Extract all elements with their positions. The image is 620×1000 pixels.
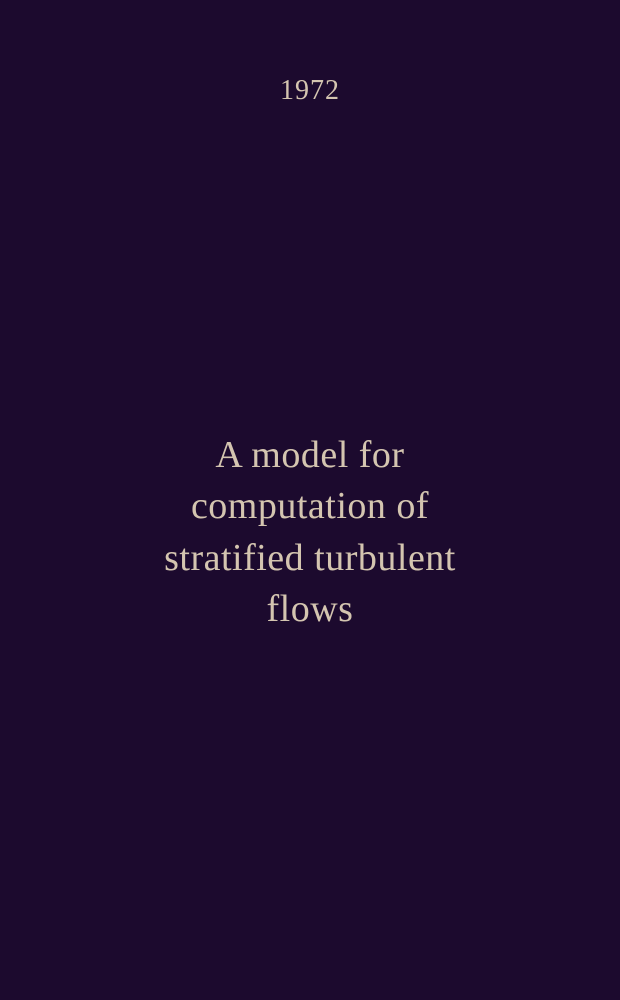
title-line-4: flows <box>267 588 354 630</box>
title-line-1: A model for <box>215 434 404 476</box>
document-title: A model for computation of stratified tu… <box>60 430 560 635</box>
title-line-2: computation of <box>191 485 429 527</box>
publication-year: 1972 <box>0 75 620 107</box>
title-line-3: stratified turbulent <box>164 537 456 579</box>
